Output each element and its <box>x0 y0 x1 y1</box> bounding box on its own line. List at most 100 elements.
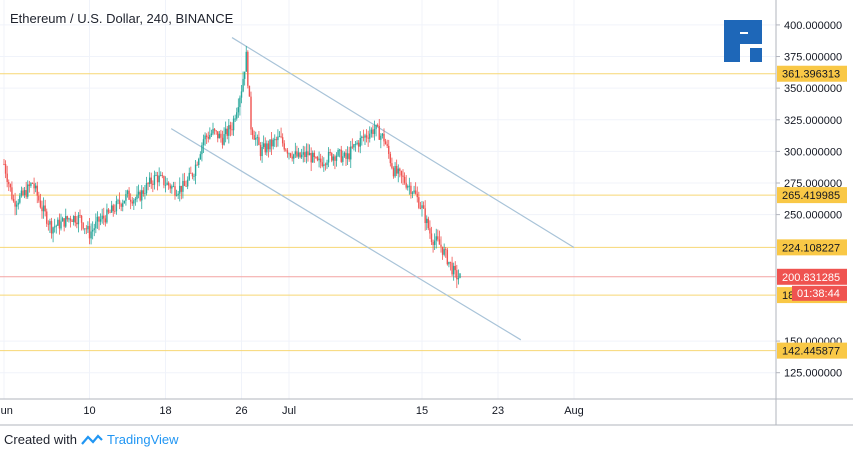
candle-body <box>405 182 407 188</box>
candle-body <box>407 186 409 188</box>
candle-body <box>180 185 183 192</box>
current-price-label-box <box>777 268 847 285</box>
footer-brand[interactable]: TradingView <box>106 432 179 447</box>
time-axis[interactable]: Jun 10 18 26 Jul 15 23 Aug <box>0 398 853 426</box>
candle-body <box>402 175 404 177</box>
candle-body <box>334 156 336 161</box>
candle-body <box>139 191 141 201</box>
candle-body <box>285 149 287 151</box>
candle-body <box>391 163 393 169</box>
candle-body <box>60 221 62 229</box>
candle-body <box>79 215 81 216</box>
candle-body <box>19 195 21 203</box>
candle-body <box>63 218 65 227</box>
candle-body <box>34 185 37 189</box>
candle-body <box>372 129 374 135</box>
candle-body <box>274 139 276 141</box>
candle-body <box>427 218 430 229</box>
candle-body <box>375 124 377 129</box>
candle-body <box>150 177 152 184</box>
candle-body <box>443 249 445 255</box>
candle-body <box>410 185 412 194</box>
candle-body <box>243 71 246 79</box>
candle-body <box>394 166 396 177</box>
time-tick-label: 18 <box>159 405 171 417</box>
candle-body <box>209 135 211 139</box>
level-label: 265.419985 <box>782 190 840 202</box>
candle-body <box>262 143 265 148</box>
candle-body <box>220 133 222 138</box>
candle-body <box>261 147 263 157</box>
candle-body <box>343 152 346 157</box>
candle-body <box>191 173 194 177</box>
candle-body <box>272 139 274 147</box>
candle-body <box>383 133 385 142</box>
candle-body <box>52 227 54 234</box>
current-price-label: 200.831285 <box>782 272 840 284</box>
candle-body <box>419 207 422 209</box>
candle-body <box>72 215 75 222</box>
candle-body <box>77 215 80 225</box>
candle-body <box>177 193 179 196</box>
candle-body <box>326 162 328 166</box>
candle-body <box>49 221 51 225</box>
level-label-box <box>777 65 847 82</box>
candles <box>3 46 461 289</box>
candle-body <box>331 153 333 161</box>
candle-body <box>348 153 350 160</box>
candle-body <box>190 172 192 174</box>
candle-body <box>103 215 105 219</box>
candle-body <box>30 183 32 186</box>
candle-body <box>175 195 178 196</box>
candle-body <box>41 207 43 212</box>
candle-body <box>153 175 156 185</box>
candle-body <box>248 85 251 97</box>
candle-body <box>335 155 338 161</box>
price-tick-label: 300.000000 <box>784 146 842 158</box>
candle-body <box>310 152 312 163</box>
candle-body <box>283 143 285 150</box>
channel-line-lower <box>170 128 522 341</box>
candle-body <box>286 150 289 154</box>
candle-body <box>305 151 308 158</box>
candle-body <box>226 128 228 136</box>
candle-body <box>277 136 279 141</box>
candle-body <box>365 135 368 138</box>
candle-body <box>266 143 268 153</box>
time-tick-label: 15 <box>416 405 428 417</box>
grid <box>0 0 776 399</box>
candle-body <box>400 170 403 176</box>
candle-body <box>361 136 363 138</box>
candle-body <box>207 137 209 139</box>
candle-body <box>376 124 379 126</box>
time-tick-label: Jul <box>282 405 296 417</box>
candle-body <box>114 210 116 212</box>
candle-body <box>131 201 133 204</box>
candle-body <box>251 129 254 136</box>
candle-body <box>210 133 213 136</box>
candle-body <box>82 222 84 229</box>
candle-body <box>84 228 86 230</box>
candle-body <box>31 183 34 184</box>
candle-body <box>324 164 327 166</box>
footer: Created with TradingView <box>4 432 179 447</box>
candle-body <box>144 193 146 195</box>
candle-body <box>346 153 349 159</box>
candle-body <box>388 145 390 154</box>
candle-body <box>112 205 114 211</box>
candle-body <box>356 142 358 145</box>
candle-body <box>446 249 449 265</box>
candle-body <box>17 202 19 205</box>
time-tick-label: 10 <box>83 405 95 417</box>
candle-body <box>253 135 255 140</box>
candle-body <box>234 118 236 120</box>
candle-body <box>270 139 273 147</box>
candle-body <box>386 144 388 146</box>
candle-body <box>44 205 46 212</box>
candle-body <box>142 190 145 194</box>
candle-body <box>8 182 10 185</box>
candle-body <box>378 125 380 140</box>
candle-body <box>424 208 426 224</box>
price-axis[interactable]: 400.000000 375.000000 350.000000 325.000000… <box>775 0 847 425</box>
